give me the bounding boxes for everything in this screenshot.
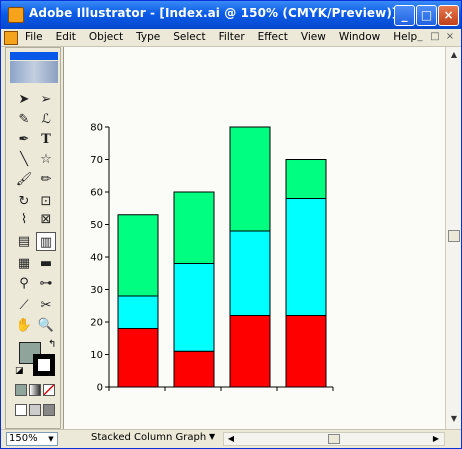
- toolbox-panel: ➤ ➢ ✎ ℒ ✒ T ╲ ☆ 🖌 ✏ ↻ ⊡ ⌇ ⊠ ▤ ▥ ▦ ▬ ⚲ ⊶ …: [5, 47, 61, 429]
- close-button[interactable]: ×: [438, 5, 459, 26]
- zoom-dropdown-icon[interactable]: ▼: [48, 435, 54, 443]
- zoom-icon[interactable]: 🔍: [37, 318, 55, 333]
- horizontal-scrollbar[interactable]: ◀ ▶: [223, 432, 445, 446]
- bar-segment: [229, 126, 271, 232]
- pen-icon[interactable]: ✒: [18, 132, 30, 147]
- bar-segment: [173, 263, 215, 352]
- vertical-scrollbar[interactable]: ▲ ▼: [445, 47, 461, 429]
- minimize-button[interactable]: _: [394, 5, 415, 26]
- bar-segment: [117, 295, 159, 329]
- stacked-column-chart[interactable]: 0 10 20 30 40 50 60 70 80: [85, 117, 345, 397]
- doc-restore-button[interactable]: □: [430, 31, 440, 42]
- y-tick-label: 20: [90, 318, 103, 329]
- bar-segment: [285, 315, 327, 388]
- magic-wand-icon[interactable]: ✎: [18, 112, 30, 127]
- bar-segment: [285, 159, 327, 199]
- y-tick-label: 40: [90, 253, 103, 264]
- scroll-up-arrow-icon[interactable]: ▲: [450, 50, 458, 59]
- graph-icon[interactable]: ▥: [36, 232, 56, 251]
- document-icon[interactable]: [4, 31, 18, 45]
- stroke-color-swatch[interactable]: [33, 354, 55, 376]
- lasso-icon[interactable]: ℒ: [41, 112, 51, 127]
- scroll-down-arrow-icon[interactable]: ▼: [450, 414, 458, 423]
- y-tick-label: 30: [90, 285, 103, 296]
- gradient-mode-icon[interactable]: [29, 384, 41, 396]
- menu-effect[interactable]: Effect: [257, 31, 288, 43]
- rotate-icon[interactable]: ↻: [18, 194, 30, 209]
- bar-segment: [229, 315, 271, 388]
- standard-screen-mode-icon[interactable]: [15, 404, 27, 416]
- menu-items: File Edit Object Type Select Filter Effe…: [25, 31, 430, 43]
- scroll-right-arrow-icon[interactable]: ▶: [432, 434, 440, 443]
- horizontal-scroll-thumb[interactable]: [328, 434, 340, 444]
- slice-icon[interactable]: ⟋: [19, 298, 29, 313]
- status-tool-name: Stacked Column Graph: [91, 432, 207, 443]
- status-dropdown-icon[interactable]: ▼: [209, 432, 216, 441]
- gradient-icon[interactable]: ▬: [39, 256, 53, 271]
- selection-icon[interactable]: ➤: [18, 92, 30, 107]
- window-title: Adobe Illustrator - [Index.ai @ 150% (CM…: [29, 6, 398, 20]
- bar-segment: [173, 350, 215, 388]
- title-bar[interactable]: Adobe Illustrator - [Index.ai @ 150% (CM…: [1, 1, 461, 29]
- bar-segment: [117, 328, 159, 388]
- swap-colors-icon[interactable]: ↰: [48, 339, 57, 350]
- menu-bar: File Edit Object Type Select Filter Effe…: [1, 29, 461, 47]
- warp-icon[interactable]: ⌇: [20, 212, 28, 227]
- menu-edit[interactable]: Edit: [55, 31, 76, 43]
- vertical-scroll-thumb[interactable]: [448, 230, 460, 242]
- zoom-level-field[interactable]: 150% ▼: [6, 432, 58, 446]
- doc-minimize-button[interactable]: _: [417, 31, 423, 42]
- none-mode-icon[interactable]: [43, 384, 55, 396]
- scale-icon[interactable]: ⊡: [40, 194, 52, 209]
- menu-view[interactable]: View: [300, 31, 326, 43]
- menu-filter[interactable]: Filter: [218, 31, 245, 43]
- zoom-level-value: 150%: [9, 433, 38, 444]
- menu-object[interactable]: Object: [88, 31, 124, 43]
- menu-type[interactable]: Type: [136, 31, 161, 43]
- eyedropper-icon[interactable]: ⚲: [19, 276, 29, 291]
- scroll-left-arrow-icon[interactable]: ◀: [227, 434, 235, 443]
- menu-help[interactable]: Help: [393, 31, 418, 43]
- status-bar: 150% ▼ Stacked Column Graph ▼ ◀ ▶: [1, 429, 461, 448]
- full-screen-menu-mode-icon[interactable]: [29, 404, 41, 416]
- y-tick-label: 60: [90, 188, 103, 199]
- star-icon[interactable]: ☆: [40, 152, 52, 167]
- default-colors-icon[interactable]: ◪: [15, 366, 24, 376]
- mesh-icon[interactable]: ▦: [17, 256, 31, 271]
- illustrator-app-icon[interactable]: [8, 7, 24, 23]
- pencil-icon[interactable]: ✏: [40, 172, 52, 187]
- bar-segment: [285, 198, 327, 316]
- free-transform-icon[interactable]: ⊠: [40, 212, 52, 227]
- color-mode-icon[interactable]: [15, 384, 27, 396]
- hand-icon[interactable]: ✋: [15, 318, 33, 333]
- line-icon[interactable]: ╲: [20, 152, 28, 167]
- blend-icon[interactable]: ⊶: [39, 276, 53, 291]
- y-tick-label: 0: [97, 383, 103, 394]
- paintbrush-icon[interactable]: 🖌: [15, 172, 33, 187]
- bar-segment: [117, 214, 159, 297]
- menu-window[interactable]: Window: [338, 31, 381, 43]
- scissors-icon[interactable]: ✂: [40, 298, 52, 313]
- full-screen-mode-icon[interactable]: [43, 404, 55, 416]
- type-icon[interactable]: T: [41, 132, 51, 147]
- toolbox-title-bar[interactable]: [10, 52, 58, 60]
- venus-logo-image[interactable]: [10, 61, 58, 83]
- menu-file[interactable]: File: [25, 31, 43, 43]
- bar-segment: [173, 191, 215, 264]
- doc-close-button[interactable]: ×: [445, 31, 455, 42]
- direct-selection-icon[interactable]: ➢: [40, 92, 52, 107]
- bar-segment: [229, 230, 271, 316]
- menu-select[interactable]: Select: [173, 31, 206, 43]
- symbol-sprayer-icon[interactable]: ▤: [17, 234, 31, 249]
- y-tick-label: 10: [90, 350, 103, 361]
- y-tick-label: 70: [90, 155, 103, 166]
- y-tick-label: 50: [90, 220, 103, 231]
- y-tick-label: 80: [90, 123, 103, 134]
- maximize-button[interactable]: □: [416, 5, 437, 26]
